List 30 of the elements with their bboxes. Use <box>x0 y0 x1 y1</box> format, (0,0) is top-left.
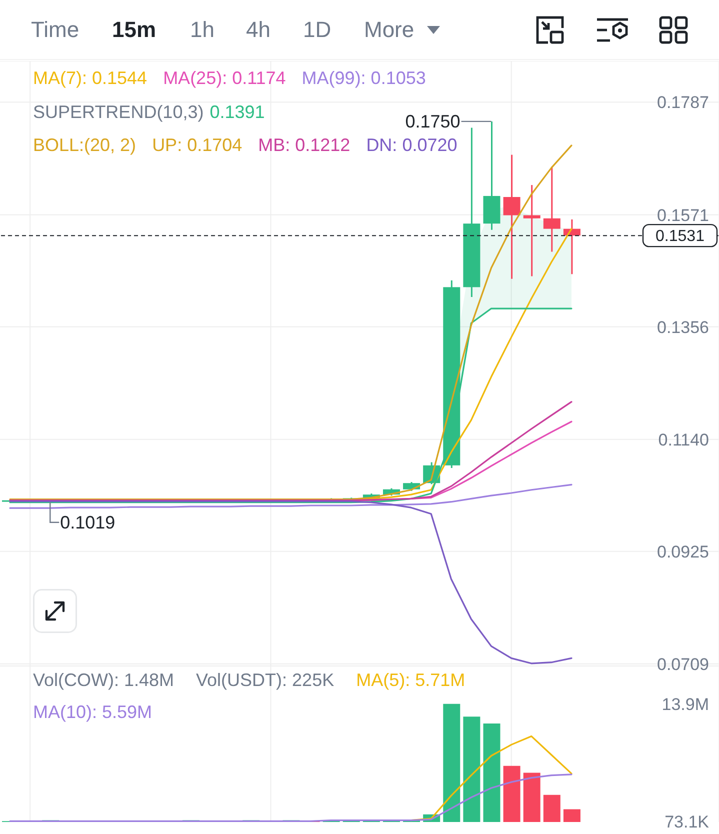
annotation: SUPERTREND(10,3) <box>33 102 204 122</box>
text: 0.1391 <box>210 102 265 122</box>
text: MA(7): 0.1544 <box>33 68 148 88</box>
y-tick-label: 0.1787 <box>657 93 709 112</box>
text: MA(5): 5.71M <box>356 670 466 690</box>
text: More <box>364 17 414 43</box>
y-tick-label: 13.9M <box>662 694 709 714</box>
text: MB: 0.1212 <box>258 135 350 155</box>
text: 15m <box>112 17 156 43</box>
text: 1D <box>303 17 332 43</box>
text: UP: 0.1704 <box>152 135 242 155</box>
text: 1h <box>190 17 214 43</box>
text: 4h <box>246 17 270 43</box>
text: 0.1531 <box>656 228 705 246</box>
text: DN: 0.0720 <box>366 135 458 155</box>
text: MA(99): 0.1053 <box>302 68 426 88</box>
y-tick-label: 73.1K <box>664 812 710 832</box>
y-tick-label: 0.0925 <box>657 542 709 562</box>
text: Time <box>31 17 80 43</box>
y-tick-label: 0.1571 <box>657 206 709 225</box>
annotation: BOLL:(20, 2) <box>33 135 136 155</box>
text: MA(10): 5.59M <box>33 702 152 722</box>
y-tick-label: 0.1356 <box>657 318 709 337</box>
y-tick-label: 0.1140 <box>658 430 709 450</box>
annotation: 0.1750 <box>405 112 460 132</box>
y-tick-label: 0.0709 <box>657 654 709 674</box>
annotation: Vol(COW): 1.48M <box>33 670 174 690</box>
annotation: 0.1019 <box>60 512 116 533</box>
annotation: Vol(USDT): 225K <box>196 670 334 690</box>
text: MA(25): 0.1174 <box>163 68 286 88</box>
